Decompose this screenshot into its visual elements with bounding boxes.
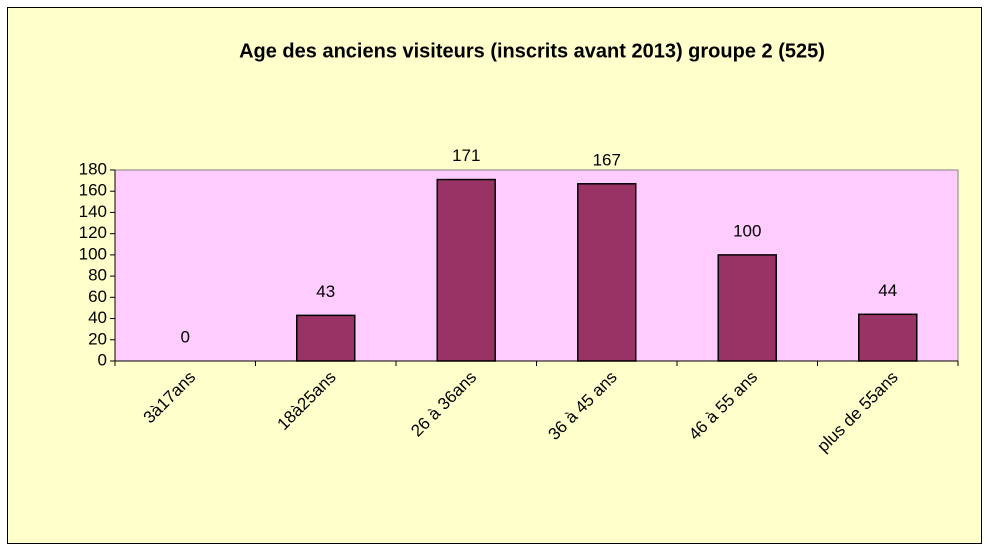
y-tick-label: 40 (88, 308, 107, 327)
bar (717, 254, 777, 362)
bar (436, 178, 496, 362)
data-label: 100 (733, 221, 761, 240)
data-label: 44 (878, 281, 897, 300)
y-tick-label: 80 (88, 266, 107, 285)
y-tick-label: 100 (79, 244, 107, 263)
y-tick-label: 20 (88, 329, 107, 348)
y-tick-label: 0 (98, 350, 107, 369)
data-label: 171 (452, 146, 480, 165)
data-label: 0 (181, 327, 190, 346)
data-label: 167 (593, 150, 621, 169)
y-tick-label: 120 (79, 223, 107, 242)
bar (577, 183, 637, 362)
y-tick-label: 60 (88, 287, 107, 306)
plot-area (114, 169, 959, 362)
y-tick-label: 160 (79, 181, 107, 200)
y-tick-label: 180 (79, 159, 107, 178)
y-tick-label: 140 (79, 202, 107, 221)
chart-title: Age des anciens visiteurs (inscrits avan… (239, 40, 825, 62)
data-label: 43 (316, 282, 335, 301)
bar (858, 313, 918, 362)
bar (296, 314, 356, 362)
